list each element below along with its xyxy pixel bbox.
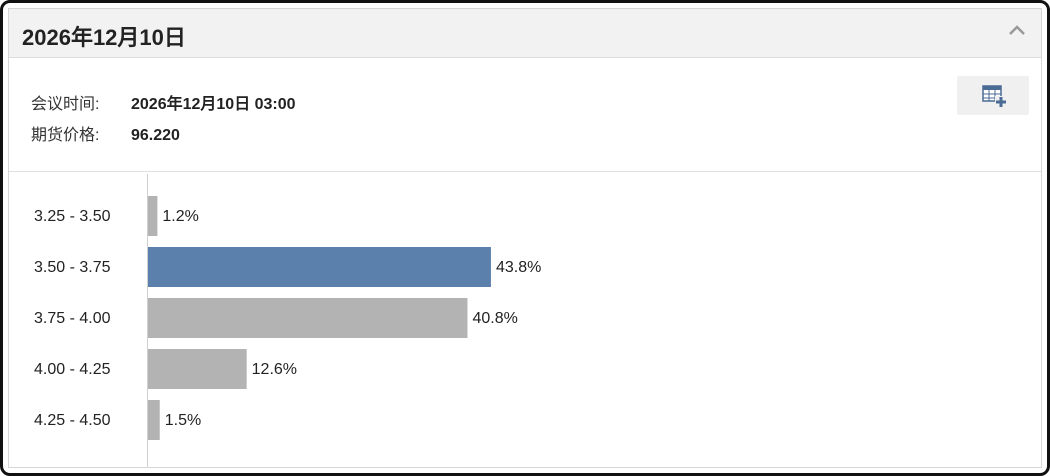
info-value: 96.220 [131,127,180,144]
panel: 2026年12月10日 会议时间: 2026年12月10日 03:00 期货价格:… [8,8,1042,468]
probability-chart: 3.25 - 3.50 1.2% 3.50 - 3.75 43.8% 3.75 - 4.… [34,174,541,467]
calendar-icon [982,85,1007,108]
info-value: 2026年12月10日 03:00 [131,96,296,113]
add-calendar-button[interactable] [957,76,1029,115]
info-row: 期货价格: 96.220 [31,121,180,145]
header-title: 2026年12月10日 [22,25,186,50]
data-label: 1.5% [165,412,201,429]
bar [148,349,247,389]
data-label: 40.8% [472,310,517,327]
category-label: 4.00 - 4.25 [34,361,111,378]
info-row: 会议时间: 2026年12月10日 03:00 [31,90,296,114]
data-label: 1.2% [162,208,198,225]
header: 2026年12月10日 [9,9,1041,58]
bar [148,298,468,338]
collapse-button[interactable] [1007,23,1027,37]
category-label: 3.25 - 3.50 [34,208,111,225]
bar [148,247,491,287]
category-label: 4.25 - 4.50 [34,412,111,429]
divider [9,171,1041,172]
bar [148,196,158,236]
category-label: 3.75 - 4.00 [34,310,111,327]
bar [148,400,160,440]
data-label: 43.8% [496,259,541,276]
info-label: 期货价格: [31,127,100,144]
data-label: 12.6% [252,361,297,378]
category-label: 3.50 - 3.75 [34,259,111,276]
info-label: 会议时间: [31,96,100,113]
